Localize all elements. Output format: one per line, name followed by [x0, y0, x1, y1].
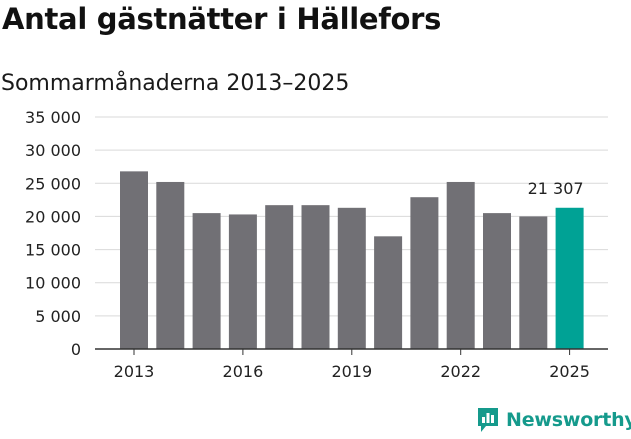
bar-2023: [483, 213, 511, 349]
bar-2025: [555, 207, 584, 349]
y-tick-label: 25 000: [25, 174, 81, 193]
y-tick-label: 5 000: [35, 307, 81, 326]
y-tick-label: 10 000: [25, 274, 81, 293]
bar-2017: [265, 205, 294, 349]
y-tick-label: 0: [71, 340, 81, 359]
bar-2018: [301, 205, 330, 349]
bar-2020: [374, 236, 403, 349]
bar-2015: [192, 213, 221, 349]
y-tick-label: 30 000: [25, 141, 81, 160]
x-tick-label: 2025: [549, 362, 590, 381]
x-tick-label: 2016: [223, 362, 264, 381]
bar-2013: [120, 171, 148, 349]
bar-2014: [156, 181, 185, 349]
bar-2019: [337, 207, 366, 349]
x-tick-label: 2022: [440, 362, 481, 381]
bar-2024: [519, 216, 548, 349]
data-label-2025: 21 307: [528, 179, 584, 198]
y-tick-label: 15 000: [25, 241, 81, 260]
brand-logo: Newsworthy: [476, 405, 631, 435]
bar-2022: [446, 181, 475, 349]
y-tick-label: 20 000: [25, 207, 81, 226]
chart-title: Antal gästnätter i Hällefors: [2, 2, 442, 36]
bar-chart-speech-icon: [478, 408, 498, 432]
y-tick-label: 35 000: [25, 108, 81, 127]
x-tick-label: 2019: [331, 362, 372, 381]
x-tick-label: 2013: [114, 362, 155, 381]
brand-name: Newsworthy: [506, 409, 631, 431]
chart-subtitle: Sommarmånaderna 2013–2025: [1, 71, 350, 96]
bar-2016: [228, 214, 257, 349]
bar-2021: [410, 197, 439, 349]
